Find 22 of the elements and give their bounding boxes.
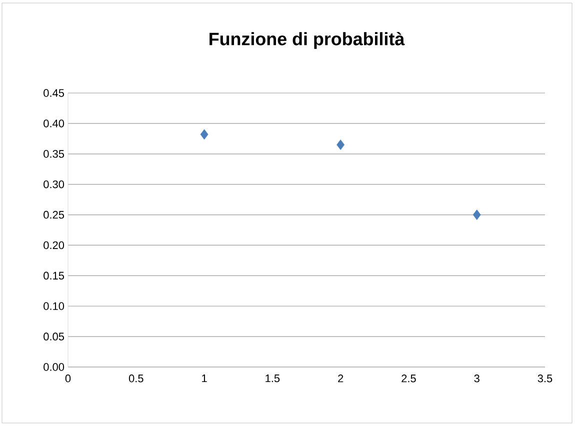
x-tick-label: 2 bbox=[338, 374, 344, 382]
x-tick-label: 1 bbox=[202, 374, 207, 382]
y-tick-label: 0.45 bbox=[44, 89, 64, 97]
y-tick-label: 0.40 bbox=[44, 120, 64, 128]
y-tick-label: 0.35 bbox=[44, 150, 64, 158]
x-tick-label: 3 bbox=[474, 374, 480, 382]
y-tick-label: 0.05 bbox=[44, 332, 64, 340]
chart-title: Funzione di probabilità bbox=[210, 32, 405, 49]
point bbox=[200, 129, 208, 140]
x-tick-label: 1.5 bbox=[266, 374, 280, 382]
y-tick-label: 0.30 bbox=[44, 180, 64, 188]
x-tick-label: 3.5 bbox=[538, 374, 552, 382]
x-tick-label: 0 bbox=[65, 374, 71, 382]
y-tick-label: 0.10 bbox=[44, 302, 64, 310]
x-tick-label: 2.5 bbox=[402, 374, 416, 382]
point bbox=[472, 210, 481, 220]
y-tick-label: 0.20 bbox=[44, 241, 64, 250]
y-tick-label: 0.00 bbox=[44, 363, 64, 371]
x-tick-label: 0.5 bbox=[128, 374, 144, 382]
point bbox=[336, 140, 345, 150]
y-tick-label: 0.25 bbox=[44, 210, 64, 219]
y-tick-label: 0.15 bbox=[44, 272, 64, 280]
